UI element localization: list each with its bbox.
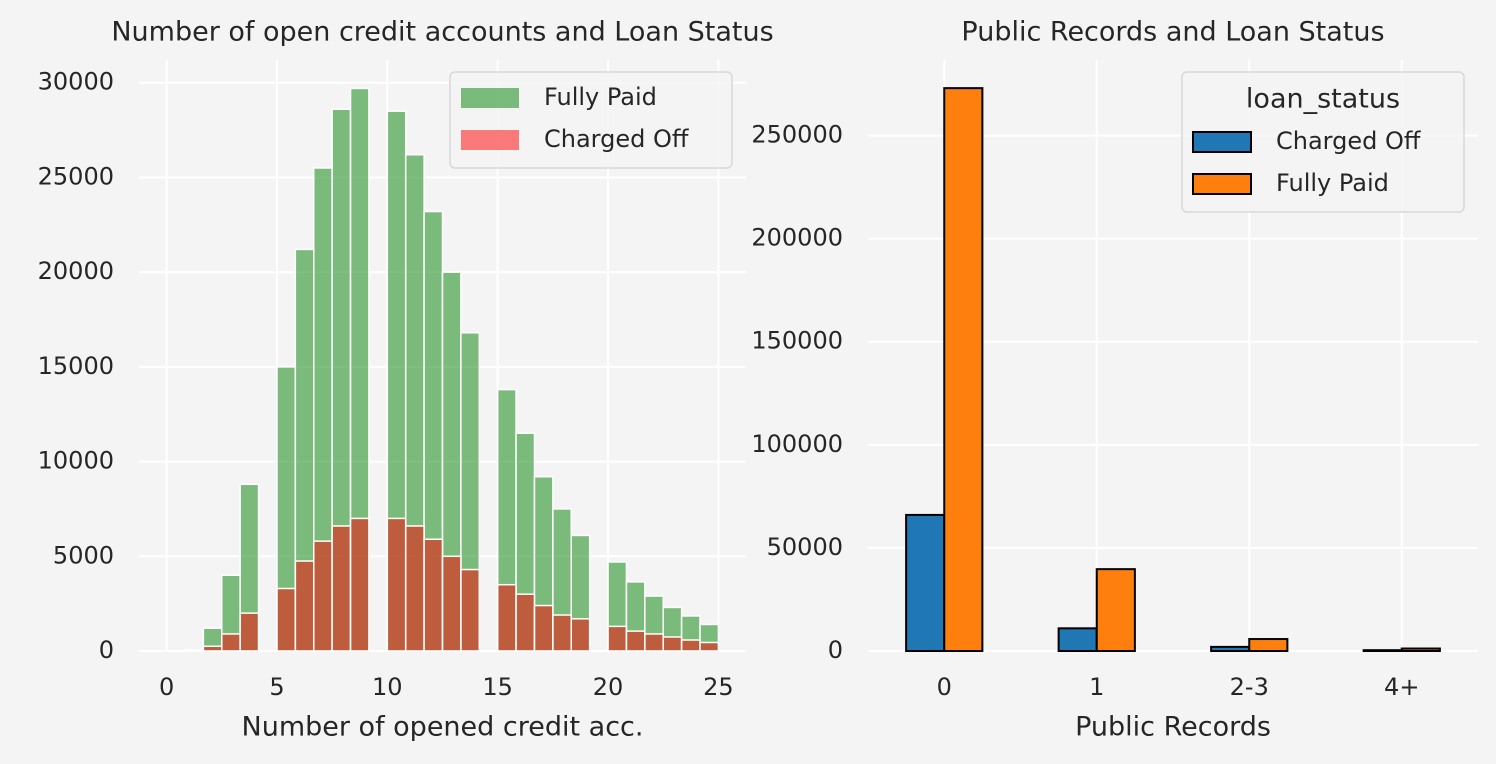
legend-title: loan_status [1246,84,1400,115]
x-tick-label: 25 [703,673,734,701]
y-tick-label: 20000 [38,257,114,285]
y-tick-label: 150000 [751,327,843,355]
histogram-bar [607,625,628,652]
y-tick-label: 200000 [751,224,843,252]
histogram-bar [570,618,591,652]
histogram-bar [680,639,701,652]
legend-swatch [1192,131,1252,153]
histogram-bar [239,612,260,652]
x-tick-label: 15 [482,673,513,701]
histogram-bar [662,636,683,652]
histogram-bar [644,633,664,652]
y-tick-label: 25000 [38,162,114,190]
histogram-bar [221,633,241,652]
y-tick-label: 30000 [38,68,114,96]
bar [943,87,984,652]
histogram-bar [423,538,444,652]
histogram-bar [625,630,646,652]
histogram-bar [699,641,720,652]
bar [1210,645,1251,653]
y-tick-label: 50000 [767,533,843,561]
y-tick-label: 0 [99,636,114,664]
y-tick-label: 0 [828,636,843,664]
legend-label: Charged Off [544,125,689,153]
y-tick-label: 15000 [38,352,114,380]
histogram-bar [276,587,297,652]
histogram-bar [533,604,554,652]
histogram-bar [202,645,223,652]
x-tick-label: 10 [372,673,403,701]
legend-label: Charged Off [1276,127,1421,155]
legend-swatch [1192,173,1252,195]
histogram-bar [294,560,315,652]
x-tick-label: 4+ [1384,673,1419,701]
x-axis-label: Public Records [1075,712,1271,743]
histogram-bar [552,614,573,652]
histogram-bar [312,540,333,652]
histogram-bar [460,568,481,652]
histogram-bar [404,525,425,652]
bar [1057,627,1098,653]
histogram-bar [331,525,352,652]
chart-title: Number of open credit accounts and Loan … [111,17,773,48]
histogram-bar [515,593,536,652]
legend-label: Fully Paid [544,83,657,111]
x-tick-label: 0 [159,673,174,701]
bar [905,513,946,652]
y-tick-label: 10000 [38,447,114,475]
x-tick-label: 0 [937,673,952,701]
bar [1400,647,1441,652]
x-tick-label: 5 [269,673,284,701]
bar [1362,649,1403,652]
y-tick-label: 100000 [751,430,843,458]
histogram-bar [441,555,462,652]
bar [1095,568,1136,653]
x-axis-label: Number of opened credit acc. [242,712,644,743]
histogram-bar [349,517,370,652]
legend-swatch [461,130,519,150]
histogram-bar [386,517,407,652]
legend-swatch [461,88,519,108]
histogram-bar [496,583,517,652]
x-tick-label: 2-3 [1230,673,1269,701]
x-tick-label: 1 [1089,673,1104,701]
legend-box [449,71,733,169]
x-tick-label: 20 [593,673,624,701]
legend-box [1181,71,1465,213]
y-tick-label: 250000 [751,121,843,149]
legend-label: Fully Paid [1276,169,1389,197]
chart-title: Public Records and Loan Status [961,17,1384,48]
bar [1248,638,1289,653]
y-tick-label: 5000 [53,541,114,569]
